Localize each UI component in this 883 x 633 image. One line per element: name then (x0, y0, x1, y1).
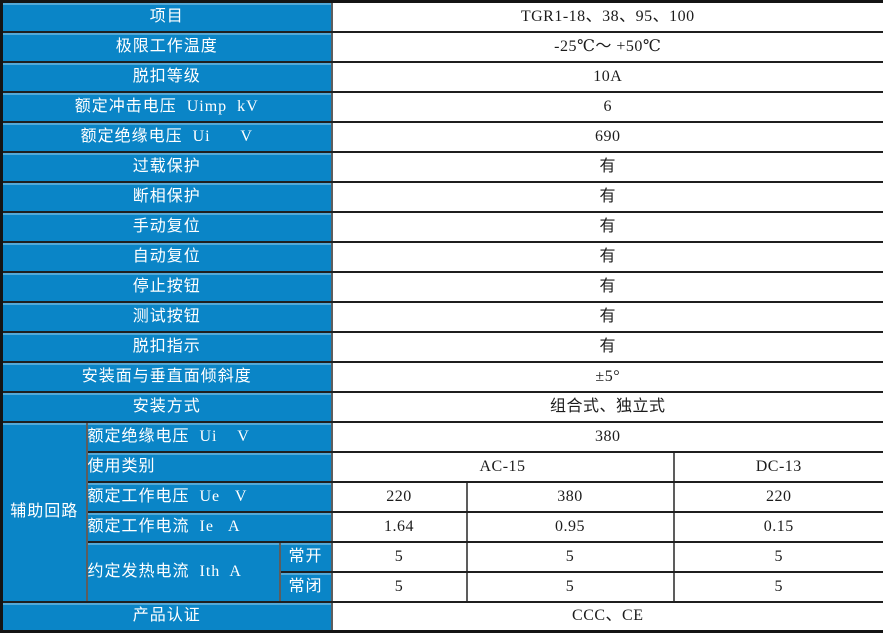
ui-value-cell: 690 (332, 122, 883, 152)
aux-ie-label-cell: 额定工作电流 Ie A (87, 512, 332, 542)
aux-ith-nc-value-cell-2: 5 (467, 572, 674, 602)
certification-label-cell: 产品认证 (2, 602, 332, 632)
row-mounting-type: 安装方式 组合式、独立式 (2, 392, 883, 422)
row-aux-thermal-current-no: 约定发热电流 Ith A 常开 5 5 5 (2, 542, 883, 572)
manual-reset-value-cell: 有 (332, 212, 883, 242)
aux-category-ac-cell: AC-15 (332, 452, 674, 482)
certification-value-cell: CCC、CE (332, 602, 883, 632)
aux-ith-label-cell: 约定发热电流 Ith A (87, 542, 280, 602)
aux-ie-value-cell-1: 1.64 (332, 512, 467, 542)
row-auto-reset: 自动复位 有 (2, 242, 883, 272)
trip-indicator-label-cell: 脱扣指示 (2, 332, 332, 362)
aux-ith-no-value-cell-2: 5 (467, 542, 674, 572)
aux-circuit-group-cell: 辅助回路 (2, 422, 87, 602)
uimp-label-cell: 额定冲击电压 Uimp kV (2, 92, 332, 122)
row-aux-rated-operational-voltage: 额定工作电压 Ue V 220 380 220 (2, 482, 883, 512)
uimp-value-cell: 6 (332, 92, 883, 122)
mounting-value-cell: 组合式、独立式 (332, 392, 883, 422)
tilt-label-cell: 安装面与垂直面倾斜度 (2, 362, 332, 392)
aux-ith-no-value-cell-3: 5 (674, 542, 883, 572)
item-label-cell: 项目 (2, 2, 332, 32)
aux-ith-nc-label-cell: 常闭 (280, 572, 332, 602)
ui-label-cell: 额定绝缘电压 Ui V (2, 122, 332, 152)
aux-ith-nc-value-cell-3: 5 (674, 572, 883, 602)
aux-ue-value-cell-3: 220 (674, 482, 883, 512)
row-manual-reset: 手动复位 有 (2, 212, 883, 242)
row-rated-insulation-voltage: 额定绝缘电压 Ui V 690 (2, 122, 883, 152)
row-aux-rated-operational-current: 额定工作电流 Ie A 1.64 0.95 0.15 (2, 512, 883, 542)
row-temp-limit: 极限工作温度 -25℃～ +50℃ (2, 32, 883, 62)
auto-reset-value-cell: 有 (332, 242, 883, 272)
aux-ith-no-value-cell-1: 5 (332, 542, 467, 572)
aux-ith-nc-value-cell-1: 5 (332, 572, 467, 602)
row-aux-insulation-voltage: 辅助回路 额定绝缘电压 Ui V 380 (2, 422, 883, 452)
tilt-value-cell: ±5° (332, 362, 883, 392)
row-tilt-angle: 安装面与垂直面倾斜度 ±5° (2, 362, 883, 392)
trip-class-label-cell: 脱扣等级 (2, 62, 332, 92)
row-test-button: 测试按钮 有 (2, 302, 883, 332)
row-overload-protection: 过载保护 有 (2, 152, 883, 182)
temp-limit-label-cell: 极限工作温度 (2, 32, 332, 62)
stop-button-label-cell: 停止按钮 (2, 272, 332, 302)
aux-ie-value-cell-3: 0.15 (674, 512, 883, 542)
aux-ue-label-cell: 额定工作电压 Ue V (87, 482, 332, 512)
row-rated-impulse-voltage: 额定冲击电压 Uimp kV 6 (2, 92, 883, 122)
aux-category-label-cell: 使用类别 (87, 452, 332, 482)
auto-reset-label-cell: 自动复位 (2, 242, 332, 272)
row-trip-class: 脱扣等级 10A (2, 62, 883, 92)
aux-ue-value-cell-1: 220 (332, 482, 467, 512)
aux-ui-value-cell: 380 (332, 422, 883, 452)
aux-ith-no-label-cell: 常开 (280, 542, 332, 572)
row-certification: 产品认证 CCC、CE (2, 602, 883, 632)
manual-reset-label-cell: 手动复位 (2, 212, 332, 242)
row-trip-indicator: 脱扣指示 有 (2, 332, 883, 362)
aux-ui-label-cell: 额定绝缘电压 Ui V (87, 422, 332, 452)
phase-failure-value-cell: 有 (332, 182, 883, 212)
overload-value-cell: 有 (332, 152, 883, 182)
phase-failure-label-cell: 断相保护 (2, 182, 332, 212)
trip-indicator-value-cell: 有 (332, 332, 883, 362)
row-phase-failure-protection: 断相保护 有 (2, 182, 883, 212)
temp-limit-value-cell: -25℃～ +50℃ (332, 32, 883, 62)
trip-class-value-cell: 10A (332, 62, 883, 92)
test-button-label-cell: 测试按钮 (2, 302, 332, 332)
mounting-label-cell: 安装方式 (2, 392, 332, 422)
row-item: 项目 TGR1-18、38、95、100 (2, 2, 883, 32)
overload-label-cell: 过载保护 (2, 152, 332, 182)
item-value-cell: TGR1-18、38、95、100 (332, 2, 883, 32)
aux-ie-value-cell-2: 0.95 (467, 512, 674, 542)
aux-category-dc-cell: DC-13 (674, 452, 883, 482)
row-stop-button: 停止按钮 有 (2, 272, 883, 302)
aux-ue-value-cell-2: 380 (467, 482, 674, 512)
test-button-value-cell: 有 (332, 302, 883, 332)
row-aux-utilization-category: 使用类别 AC-15 DC-13 (2, 452, 883, 482)
stop-button-value-cell: 有 (332, 272, 883, 302)
